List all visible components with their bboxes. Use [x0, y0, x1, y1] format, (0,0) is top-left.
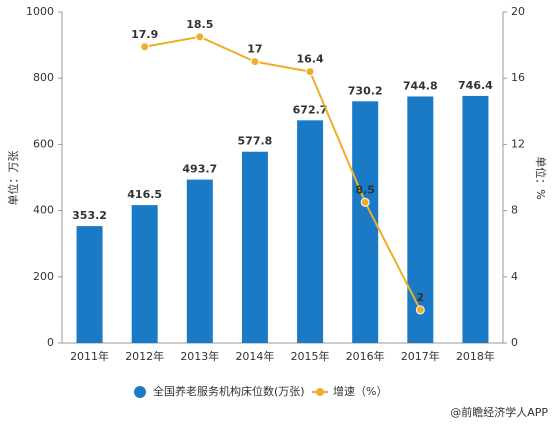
- x-tick-label: 2016年: [346, 349, 385, 363]
- x-tick-label: 2017年: [401, 349, 440, 363]
- y2-tick-label: 12: [511, 137, 525, 150]
- line-value-label: 2: [416, 291, 424, 304]
- line-value-label: 18.5: [186, 18, 213, 31]
- y2-tick-label: 4: [511, 270, 518, 283]
- bar-value-label: 577.8: [238, 135, 273, 148]
- y2-tick-label: 20: [511, 5, 525, 18]
- bar-value-label: 672.7: [293, 103, 328, 116]
- line-value-label: 17: [247, 43, 262, 56]
- x-tick-label: 2012年: [125, 349, 164, 363]
- bar: [241, 151, 268, 343]
- y-tick-label: 800: [33, 71, 54, 84]
- line-marker: [305, 67, 315, 77]
- bar: [407, 96, 434, 344]
- line-marker: [415, 305, 425, 315]
- y-tick-label: 600: [33, 137, 54, 150]
- bar: [76, 226, 103, 343]
- source: @前瞻经济学人APP: [450, 405, 548, 419]
- legend-label: 增速（%）: [333, 384, 387, 398]
- bar: [352, 101, 379, 343]
- bar-value-label: 353.2: [72, 209, 107, 222]
- y2-axis-label: 单位：%: [534, 156, 548, 199]
- bar-value-label: 730.2: [348, 84, 383, 97]
- line-value-label: 17.9: [131, 28, 158, 41]
- y-axis-label: 单位：万张: [6, 151, 20, 206]
- bar-value-label: 416.5: [127, 188, 162, 201]
- y-tick-label: 1000: [26, 5, 54, 18]
- bar: [297, 120, 324, 343]
- y-tick-label: 200: [33, 270, 54, 283]
- line-marker: [360, 197, 370, 207]
- x-tick-label: 2011年: [70, 349, 109, 363]
- line-marker: [250, 57, 260, 67]
- y-tick-label: 400: [33, 204, 54, 217]
- x-tick-label: 2015年: [291, 349, 330, 363]
- x-tick-label: 2018年: [456, 349, 495, 363]
- legend-label: 全国养老服务机构床位数(万张): [153, 384, 305, 398]
- line-marker: [140, 42, 150, 52]
- bar-value-label: 493.7: [182, 163, 217, 176]
- bar: [131, 205, 158, 343]
- x-tick-label: 2013年: [180, 349, 219, 363]
- line: [144, 35, 422, 311]
- line-value-label: 8.5: [355, 183, 375, 196]
- y2-tick-label: 0: [511, 336, 518, 349]
- legend-marker: [134, 386, 146, 398]
- bar: [186, 179, 213, 343]
- bar-value-label: 744.8: [403, 79, 438, 92]
- bar: [462, 95, 489, 344]
- y2-tick-label: 16: [511, 71, 525, 84]
- y-tick-label: 0: [47, 336, 54, 349]
- line-value-label: 16.4: [296, 53, 323, 66]
- x-tick-label: 2014年: [235, 349, 274, 363]
- bar-value-label: 746.4: [458, 79, 493, 92]
- line-marker: [195, 32, 205, 42]
- legend-marker: [316, 388, 324, 396]
- y2-tick-label: 8: [511, 204, 518, 217]
